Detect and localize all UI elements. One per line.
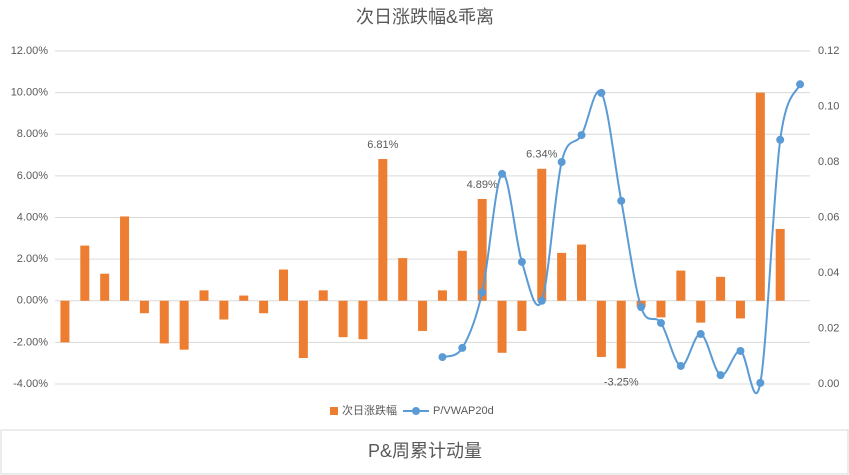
y2-tick-label: 0.04 bbox=[818, 267, 839, 279]
bar bbox=[656, 300, 666, 318]
y-tick-label: 6.00% bbox=[17, 170, 48, 182]
line-marker bbox=[637, 303, 646, 312]
y-tick-label: 8.00% bbox=[17, 128, 48, 140]
line-marker bbox=[696, 330, 705, 339]
line-marker bbox=[617, 196, 626, 205]
bar bbox=[60, 300, 70, 343]
y-tick-label: 10.00% bbox=[11, 87, 49, 99]
y2-tick-label: 0.10 bbox=[818, 100, 839, 112]
bar bbox=[616, 300, 626, 369]
bar bbox=[100, 273, 110, 301]
bar bbox=[338, 300, 348, 338]
chart-title: 次日涨跌幅&乖离 bbox=[356, 7, 494, 27]
bar bbox=[755, 92, 765, 301]
bar bbox=[179, 300, 189, 350]
y-tick-label: -2.00% bbox=[13, 336, 48, 348]
y2-tick-label: 0.08 bbox=[818, 156, 839, 168]
bar bbox=[676, 270, 686, 301]
y-tick-label: 2.00% bbox=[17, 253, 48, 265]
line-marker bbox=[676, 361, 685, 370]
bar bbox=[159, 300, 169, 344]
bar bbox=[418, 300, 428, 331]
bar bbox=[219, 300, 229, 320]
legend-label: 次日涨跌幅 bbox=[342, 403, 397, 417]
line-marker bbox=[498, 169, 507, 178]
y2-tick-label: 0.12 bbox=[818, 45, 839, 57]
line-marker bbox=[438, 353, 447, 362]
y2-tick-label: 0.02 bbox=[818, 322, 839, 334]
line-marker bbox=[716, 371, 725, 380]
line-marker bbox=[656, 318, 665, 327]
bar bbox=[716, 276, 726, 301]
bar bbox=[477, 198, 487, 301]
bar bbox=[557, 252, 567, 301]
bar bbox=[457, 250, 467, 301]
second-chart-title: P&周累计动量 bbox=[368, 441, 482, 461]
bar bbox=[497, 300, 507, 353]
data-label: -3.25% bbox=[604, 376, 639, 388]
bar bbox=[239, 295, 249, 301]
line-marker bbox=[478, 288, 487, 297]
y-tick-label: 0.00% bbox=[17, 295, 48, 307]
legend-swatch bbox=[330, 407, 338, 415]
bar bbox=[596, 300, 606, 357]
bar bbox=[537, 168, 547, 301]
bar bbox=[696, 300, 706, 323]
line-marker bbox=[756, 378, 765, 387]
bar bbox=[278, 269, 288, 301]
bar bbox=[259, 300, 269, 314]
legend-swatch bbox=[412, 407, 420, 415]
bar bbox=[577, 244, 587, 301]
data-label: 6.34% bbox=[526, 149, 557, 161]
y2-tick-label: 0.06 bbox=[818, 211, 839, 223]
legend-label: P/VWAP20d bbox=[433, 405, 494, 417]
bar bbox=[437, 290, 447, 301]
line-marker bbox=[557, 158, 566, 166]
line-marker bbox=[776, 135, 785, 144]
bar bbox=[120, 216, 130, 301]
second-panel bbox=[0, 429, 849, 475]
bar bbox=[298, 300, 308, 358]
line-marker bbox=[577, 131, 586, 140]
bar bbox=[139, 300, 149, 314]
line-marker bbox=[597, 88, 606, 97]
data-label: 6.81% bbox=[367, 139, 398, 151]
bar bbox=[378, 159, 388, 301]
bar bbox=[80, 245, 90, 301]
line-marker bbox=[736, 346, 745, 355]
y2-tick-label: 0.00 bbox=[818, 378, 839, 390]
bar bbox=[358, 300, 368, 340]
bar bbox=[735, 300, 745, 319]
bar bbox=[318, 290, 328, 301]
y-tick-label: 4.00% bbox=[17, 211, 48, 223]
line-marker bbox=[796, 80, 805, 89]
bar bbox=[199, 290, 209, 301]
y-tick-label: -4.00% bbox=[13, 378, 48, 390]
line-marker bbox=[537, 296, 546, 305]
data-label: 4.89% bbox=[467, 179, 498, 191]
bar bbox=[775, 228, 785, 301]
line-marker bbox=[458, 343, 467, 352]
y-tick-label: 12.00% bbox=[11, 45, 49, 57]
bar bbox=[517, 300, 527, 331]
line-marker bbox=[517, 257, 526, 266]
bar bbox=[398, 258, 408, 301]
